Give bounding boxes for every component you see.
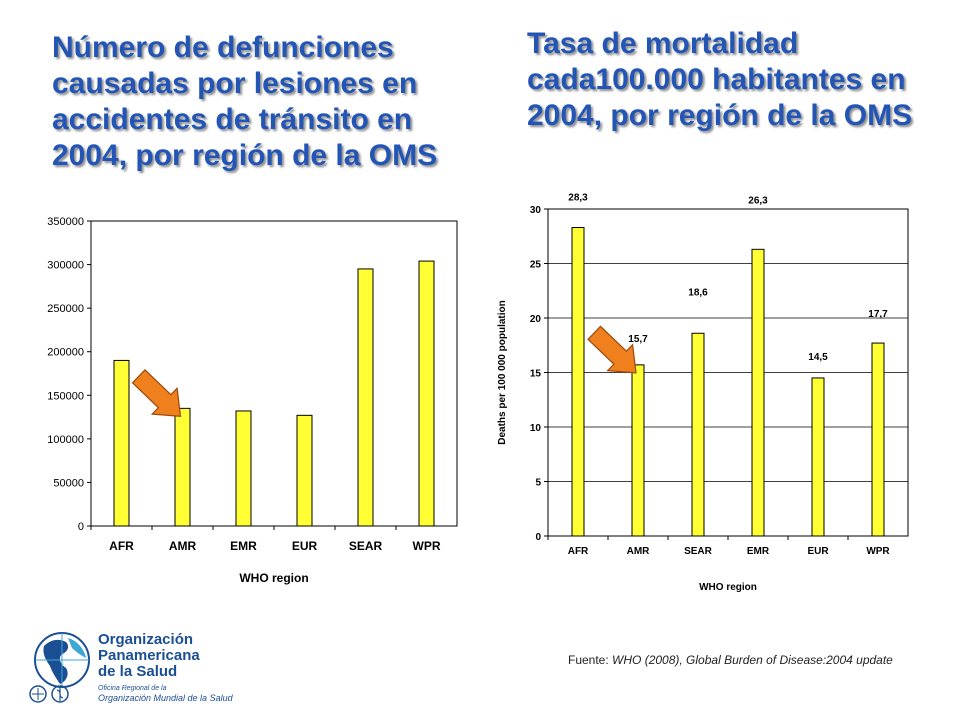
right-chart-y-tick-label: 15 bbox=[530, 369, 542, 380]
right-chart-x-tick-label: EMR bbox=[747, 546, 770, 557]
left-chart-bar-amr bbox=[174, 407, 191, 527]
left-chart-bar-eur bbox=[296, 414, 313, 527]
right-chart-data-label-wpr: 17,7 bbox=[868, 309, 888, 320]
left-chart-bar-wpr bbox=[418, 260, 435, 527]
left-chart-bar-sear bbox=[357, 268, 374, 527]
right-chart-x-tick-label: WPR bbox=[866, 546, 890, 557]
right-chart-bar-wpr bbox=[871, 342, 885, 537]
left-chart-arrow-icon bbox=[131, 369, 182, 418]
right-chart-bar-emr bbox=[751, 248, 765, 537]
logo-line-5: Organización Mundial de la Salud bbox=[98, 693, 234, 703]
right-chart-x-tick-label: AMR bbox=[627, 546, 651, 557]
right-chart-x-tick-label: SEAR bbox=[684, 546, 713, 557]
right-chart-y-tick-label: 25 bbox=[530, 260, 542, 271]
right-chart-data-label-amr: 15,7 bbox=[628, 334, 648, 345]
left-chart-y-tick-label: 100000 bbox=[47, 434, 84, 446]
left-chart-x-tick-label: WPR bbox=[413, 539, 441, 553]
right-chart-arrow-icon bbox=[587, 325, 637, 374]
left-chart-bar-emr bbox=[235, 410, 252, 527]
left-chart-x-tick-label: EUR bbox=[292, 539, 318, 553]
right-chart-y-tick-label: 10 bbox=[530, 423, 542, 434]
right-chart-bar-afr bbox=[571, 227, 585, 537]
right-chart-y-tick-label: 0 bbox=[535, 532, 541, 543]
globe-icon bbox=[34, 632, 90, 688]
who-emblem-icon bbox=[51, 685, 69, 703]
left-chart-y-tick-label: 0 bbox=[78, 521, 84, 533]
right-chart-bar-eur bbox=[811, 377, 825, 537]
source-text: WHO (2008), Global Burden of Disease:200… bbox=[612, 653, 893, 667]
paho-logo: Organización Panamericana de la Salud Of… bbox=[29, 631, 234, 703]
right-chart-y-tick-label: 30 bbox=[530, 205, 542, 216]
source-prefix: Fuente: bbox=[568, 653, 613, 667]
right-chart-y-tick-label: 20 bbox=[530, 314, 542, 325]
left-chart-x-tick-label: AFR bbox=[109, 539, 134, 553]
left-chart-x-tick-label: AMR bbox=[169, 539, 197, 553]
right-chart-x-tick-label: AFR bbox=[568, 546, 589, 557]
left-chart-bar-afr bbox=[113, 359, 130, 527]
right-chart-data-label-afr: 28,3 bbox=[568, 193, 588, 204]
right-chart-data-label-eur: 14,5 bbox=[808, 352, 828, 363]
left-chart-title: Número de defunciones causadas por lesio… bbox=[52, 31, 438, 172]
un-emblem-icon bbox=[29, 685, 47, 703]
left-chart-y-tick-label: 250000 bbox=[47, 303, 84, 315]
right-chart-data-label-sear: 18,6 bbox=[688, 287, 708, 298]
right-chart-y-axis-title: Deaths per 100 000 population bbox=[497, 300, 508, 445]
left-chart-y-tick-label: 50000 bbox=[53, 477, 84, 489]
left-chart-x-tick-label: SEAR bbox=[349, 539, 383, 553]
logo-line-1: Organización bbox=[98, 631, 193, 648]
right-chart-bar-amr bbox=[631, 364, 645, 537]
right-chart-x-tick-label: EUR bbox=[807, 546, 829, 557]
left-chart-x-axis-title: WHO region bbox=[239, 571, 308, 585]
left-chart-y-tick-label: 300000 bbox=[47, 260, 84, 272]
right-chart-x-axis-title: WHO region bbox=[699, 582, 757, 593]
logo-line-2: Panamericana bbox=[98, 647, 200, 664]
right-chart-bar-sear bbox=[691, 332, 705, 537]
right-chart-title: Tasa de mortalidad cada100.000 habitante… bbox=[527, 27, 913, 132]
logo-line-3: de la Salud bbox=[98, 663, 177, 680]
right-chart-y-tick-label: 5 bbox=[535, 478, 541, 489]
logo-line-4: Oficina Regional de la bbox=[98, 685, 167, 692]
left-chart-y-tick-label: 350000 bbox=[47, 216, 84, 228]
left-chart-y-tick-label: 150000 bbox=[47, 390, 84, 402]
left-chart-y-tick-label: 200000 bbox=[47, 347, 84, 359]
right-chart-data-label-emr: 26,3 bbox=[748, 195, 768, 206]
left-chart-x-tick-label: EMR bbox=[230, 539, 257, 553]
source-citation: Fuente: WHO (2008), Global Burden of Dis… bbox=[568, 653, 893, 667]
